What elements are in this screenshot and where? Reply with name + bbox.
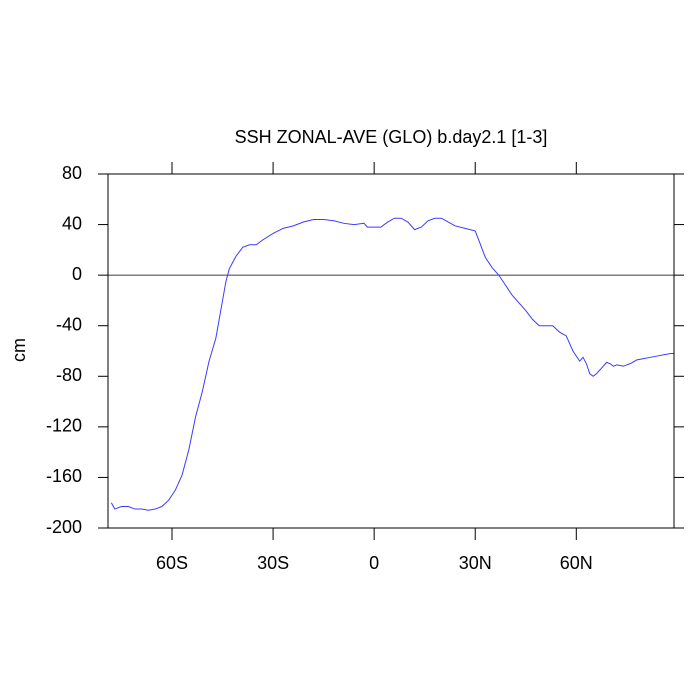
y-tick-label: -160 bbox=[46, 466, 82, 486]
plot-frame bbox=[107, 173, 675, 529]
y-tick-label: -80 bbox=[56, 365, 82, 385]
y-tick-label: 0 bbox=[72, 264, 82, 284]
x-tick-label: 0 bbox=[369, 553, 379, 573]
x-tick-label: 30N bbox=[459, 553, 492, 573]
y-tick-label: -200 bbox=[46, 517, 82, 537]
x-tick-label: 60N bbox=[560, 553, 593, 573]
y-tick-label: 40 bbox=[62, 213, 82, 233]
x-tick-label: 30S bbox=[257, 553, 289, 573]
y-tick-label: -120 bbox=[46, 416, 82, 436]
x-tick-label: 60S bbox=[156, 553, 188, 573]
y-axis-label: cm bbox=[9, 338, 29, 362]
chart-title: SSH ZONAL-AVE (GLO) b.day2.1 [1-3] bbox=[235, 127, 548, 147]
y-tick-label: -40 bbox=[56, 314, 82, 334]
y-tick-label: 80 bbox=[62, 163, 82, 183]
data-line bbox=[110, 217, 674, 511]
